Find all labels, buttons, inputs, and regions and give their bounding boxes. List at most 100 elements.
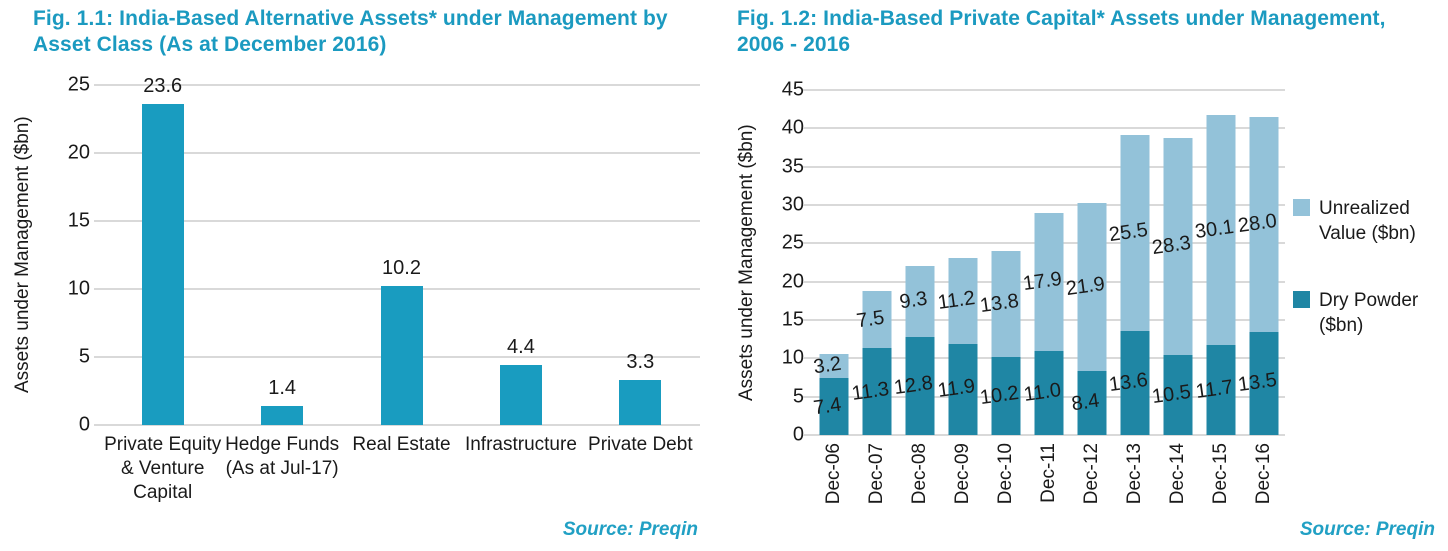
stacked-bar-slots: 7.4 3.2 11.3 7.5 12.8 9.3 11.9 11.2 10.2 13.8 11.0… xyxy=(812,90,1285,435)
unrealized-value-segment: 28.0 xyxy=(1237,116,1278,332)
fig-1-1-source: Source: Preqin xyxy=(562,519,698,540)
y-tick-label: 0 xyxy=(78,413,90,436)
dry-powder-value-label: 11.0 xyxy=(1022,378,1063,406)
fig-1-1-x-axis-labels: Private Equity & Venture Capital Hedge Fu… xyxy=(103,433,700,505)
dry-powder-segment: 10.2 xyxy=(979,356,1020,435)
stacked-bar-slot: 12.8 9.3 xyxy=(893,90,941,435)
fig-1-1-title: Fig. 1.1: India-Based Alternative Assets… xyxy=(33,7,668,56)
x-category-text: Dec-10 xyxy=(994,443,1016,505)
dry-powder-segment: 11.9 xyxy=(937,343,977,435)
x-category-label: Dec-06 xyxy=(812,443,855,515)
dry-powder-segment: 12.8 xyxy=(893,336,934,435)
y-tick-label: 5 xyxy=(792,385,804,408)
x-category-text: Dec-07 xyxy=(865,443,887,505)
x-category-label: Dec-11 xyxy=(1027,443,1070,515)
fig-1-2-x-axis-labels: Dec-06 Dec-07 Dec-08 Dec-09 Dec-10 Dec-11 Dec-… xyxy=(812,443,1285,515)
x-category-label: Dec-10 xyxy=(984,443,1027,515)
bar-slot: 23.6 xyxy=(103,75,222,425)
unrealized-value-label: 3.2 xyxy=(812,352,843,379)
unrealized-value-label: 21.9 xyxy=(1064,272,1107,300)
fig-1-2-legend: Unrealized Value ($bn) Dry Powder ($bn) xyxy=(1293,196,1443,380)
y-tick-label: 10 xyxy=(67,277,90,300)
bar xyxy=(499,365,542,425)
bar xyxy=(619,380,662,425)
y-tick-label: 45 xyxy=(781,78,804,101)
y-tick-label: 40 xyxy=(781,116,804,139)
dry-powder-value-label: 13.6 xyxy=(1107,368,1150,396)
legend-label: Dry Powder ($bn) xyxy=(1319,290,1419,336)
fig-1-2-plot-area: 7.4 3.2 11.3 7.5 12.8 9.3 11.9 11.2 10.2 13.8 11.0… xyxy=(803,89,1285,436)
unrealized-value-segment: 13.8 xyxy=(979,251,1020,357)
x-category-text: Dec-16 xyxy=(1252,443,1274,505)
dry-powder-value-label: 11.7 xyxy=(1194,376,1235,404)
fig-1-1-y-axis-ticks: 0 5 10 15 20 25 xyxy=(46,74,90,436)
gridline xyxy=(94,84,700,86)
unrealized-value-label: 28.0 xyxy=(1236,210,1279,238)
dry-powder-segment: 11.3 xyxy=(851,348,891,435)
x-category-text: Dec-14 xyxy=(1166,443,1188,505)
stacked-bar-slot: 11.7 30.1 xyxy=(1194,90,1242,435)
x-category-text: Dec-09 xyxy=(951,443,973,505)
dry-powder-segment: 8.4 xyxy=(1070,370,1106,435)
legend-item: Unrealized Value ($bn) xyxy=(1293,196,1443,246)
bar xyxy=(141,104,184,425)
fig-1-1-plot-area: 23.6 1.4 10.2 4.4 3.3 xyxy=(94,75,700,426)
legend-swatch xyxy=(1293,199,1310,216)
fig-1-2-y-axis-label: Assets under Management ($bn) xyxy=(736,124,757,401)
x-category-text: Dec-12 xyxy=(1080,443,1102,505)
dry-powder-segment: 10.5 xyxy=(1151,354,1192,435)
legend-item: Dry Powder ($bn) xyxy=(1293,288,1443,338)
gridline xyxy=(94,424,700,426)
gridline xyxy=(803,165,1285,168)
x-category-text: Dec-15 xyxy=(1209,443,1231,505)
unrealized-value-label: 7.5 xyxy=(855,306,886,332)
gridline xyxy=(803,127,1285,130)
unrealized-value-segment: 28.3 xyxy=(1151,137,1192,355)
y-tick-label: 15 xyxy=(781,308,804,331)
x-category-label: Dec-14 xyxy=(1156,443,1199,515)
y-tick-label: 30 xyxy=(781,193,804,216)
gridline xyxy=(94,152,700,154)
legend-swatch xyxy=(1293,291,1310,308)
fig-1-1-panel: Fig. 1.1: India-Based Alternative Assets… xyxy=(0,0,710,551)
stacked-bar-slot: 10.2 13.8 xyxy=(979,90,1027,435)
x-category-label: Dec-15 xyxy=(1199,443,1242,515)
stacked-bar-slot: 13.6 25.5 xyxy=(1108,90,1156,435)
fig-1-1-y-axis-label: Assets under Management ($bn) xyxy=(12,116,33,394)
dry-powder-value-label: 13.5 xyxy=(1236,369,1279,397)
unrealized-value-segment: 9.3 xyxy=(898,265,934,337)
y-tick-label: 5 xyxy=(78,345,90,368)
unrealized-value-segment: 7.5 xyxy=(855,290,891,349)
dry-powder-value-label: 11.3 xyxy=(850,377,891,405)
y-tick-label: 35 xyxy=(781,155,804,178)
dry-powder-segment: 11.7 xyxy=(1195,345,1235,435)
dry-powder-value-label: 11.9 xyxy=(936,375,977,403)
dry-powder-value-label: 8.4 xyxy=(1070,389,1101,416)
bar-slot: 3.3 xyxy=(581,85,700,425)
stacked-bar-slot: 8.4 21.9 xyxy=(1065,90,1113,435)
unrealized-value-label: 17.9 xyxy=(1021,267,1064,296)
unrealized-value-label: 28.3 xyxy=(1150,231,1193,260)
stacked-bar-slot: 11.0 17.9 xyxy=(1022,90,1070,435)
stacked-bar-slot: 11.9 11.2 xyxy=(937,90,984,435)
x-category-label: Hedge Funds (As at Jul-17) xyxy=(225,434,340,479)
x-category-label: Dec-12 xyxy=(1070,443,1113,515)
unrealized-value-label: 13.8 xyxy=(978,289,1021,318)
dry-powder-segment: 11.0 xyxy=(1023,350,1063,435)
y-tick-label: 10 xyxy=(781,346,804,369)
bar-slots: 23.6 1.4 10.2 4.4 3.3 xyxy=(103,75,700,425)
bar xyxy=(261,405,304,425)
unrealized-value-segment: 25.5 xyxy=(1108,135,1149,331)
y-tick-label: 20 xyxy=(67,141,90,164)
y-tick-label: 15 xyxy=(67,209,90,232)
bar-value-label: 4.4 xyxy=(507,336,535,359)
unrealized-value-segment: 11.2 xyxy=(937,257,977,344)
unrealized-value-segment: 17.9 xyxy=(1022,213,1063,351)
x-category-label: Dec-09 xyxy=(941,443,984,515)
y-tick-label: 25 xyxy=(781,231,804,254)
dry-powder-segment: 7.4 xyxy=(812,378,848,435)
stacked-bar-slot: 7.4 3.2 xyxy=(812,90,855,435)
bar-value-label: 10.2 xyxy=(382,257,421,280)
dry-powder-segment: 13.5 xyxy=(1237,331,1278,435)
